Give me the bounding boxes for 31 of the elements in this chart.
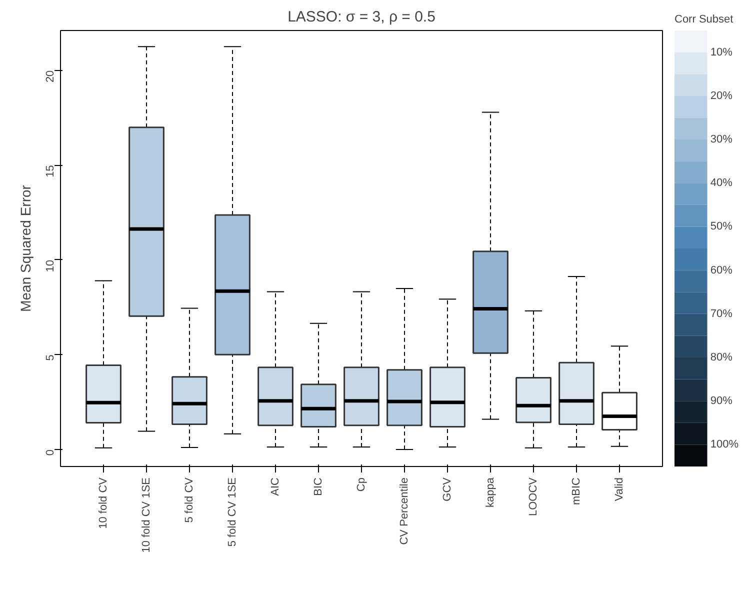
y-tick-label: 20 xyxy=(44,70,56,83)
x-tick-label: 10 fold CV xyxy=(98,476,110,529)
color-bar-label: 50% xyxy=(710,220,733,233)
color-bar-label: 90% xyxy=(710,395,733,408)
color-bar-label: 40% xyxy=(710,177,733,190)
color-bar-label: 70% xyxy=(710,308,733,320)
x-tick-label: Cp xyxy=(356,478,368,492)
x-tick-label: 5 fold CV 1SE xyxy=(226,478,238,547)
color-bar-label: 10% xyxy=(710,46,733,58)
chart-title: LASSO: σ = 3, ρ = 0.5 xyxy=(288,8,436,26)
color-bar-title: Corr Subset xyxy=(674,14,734,26)
y-tick-label: 5 xyxy=(44,354,56,361)
y-tick-label: 0 xyxy=(44,449,56,456)
x-tick-label: kappa xyxy=(484,476,496,508)
x-tick-label: CV Percentile xyxy=(398,477,410,545)
y-tick-label: 15 xyxy=(44,165,56,178)
x-tick-label: Valid xyxy=(614,477,626,502)
color-bar-label: 100% xyxy=(710,438,739,451)
x-tick-label: LOOCV xyxy=(528,476,540,516)
y-tick-label: 10 xyxy=(44,260,56,272)
x-tick-label: 5 fold CV xyxy=(184,476,196,523)
x-tick-label: BIC xyxy=(312,477,324,496)
x-tick-label: GCV xyxy=(442,476,454,502)
x-tick-label: 10 fold CV 1SE xyxy=(140,477,152,553)
color-bar-label: 20% xyxy=(710,90,733,102)
color-bar-label: 80% xyxy=(710,352,733,364)
x-tick-label: mBIC xyxy=(570,477,582,505)
y-axis-title: Mean Squared Error xyxy=(18,184,34,312)
color-bar-label: 60% xyxy=(710,264,733,276)
x-tick-label: AIC xyxy=(270,477,282,496)
color-bar-label: 30% xyxy=(710,134,733,146)
